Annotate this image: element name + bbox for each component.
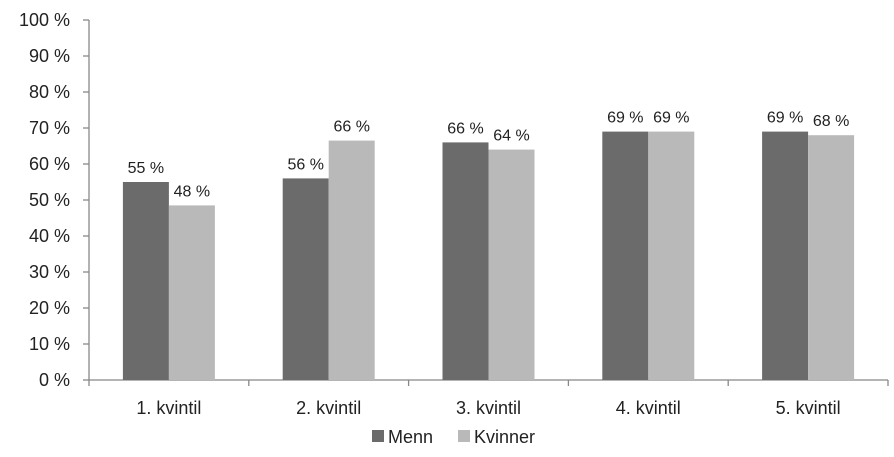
y-tick-label: 30 % (29, 262, 70, 282)
y-tick-label: 90 % (29, 46, 70, 66)
data-label: 69 % (767, 110, 803, 127)
y-tick-label: 20 % (29, 298, 70, 318)
bar-menn-4 (602, 131, 649, 380)
y-tick-label: 40 % (29, 226, 70, 246)
bar-menn-3 (442, 142, 489, 380)
bar-kvinner-4 (648, 131, 695, 380)
bar-menn-1 (122, 182, 169, 380)
bar-kvinner-3 (488, 149, 535, 380)
x-tick-label: 2. kvintil (296, 398, 361, 418)
bar-kvinner-5 (808, 135, 855, 380)
data-label: 66 % (447, 120, 483, 137)
data-label: 48 % (174, 183, 210, 200)
y-tick-label: 50 % (29, 190, 70, 210)
y-tick-label: 80 % (29, 82, 70, 102)
legend-label-menn: Menn (388, 427, 433, 447)
x-tick-label: 4. kvintil (616, 398, 681, 418)
bar-menn-5 (762, 131, 809, 380)
legend-swatch-kvinner (458, 430, 470, 442)
legend-label-kvinner: Kvinner (474, 427, 535, 447)
data-label: 55 % (128, 160, 164, 177)
data-label: 64 % (493, 128, 529, 145)
bar-menn-2 (282, 178, 329, 380)
y-tick-label: 0 % (39, 370, 70, 390)
legend-swatch-menn (372, 430, 384, 442)
y-tick-label: 10 % (29, 334, 70, 354)
y-tick-label: 100 % (19, 10, 70, 30)
bar-kvinner-2 (328, 140, 375, 380)
x-tick-label: 3. kvintil (456, 398, 521, 418)
data-label: 69 % (607, 110, 643, 127)
x-tick-label: 5. kvintil (776, 398, 841, 418)
data-label: 69 % (653, 110, 689, 127)
data-label: 68 % (813, 113, 849, 130)
data-label: 56 % (287, 156, 323, 173)
x-tick-label: 1. kvintil (136, 398, 201, 418)
y-tick-label: 60 % (29, 154, 70, 174)
bar-kvinner-1 (168, 205, 215, 380)
data-label: 66 % (333, 119, 369, 136)
y-tick-label: 70 % (29, 118, 70, 138)
